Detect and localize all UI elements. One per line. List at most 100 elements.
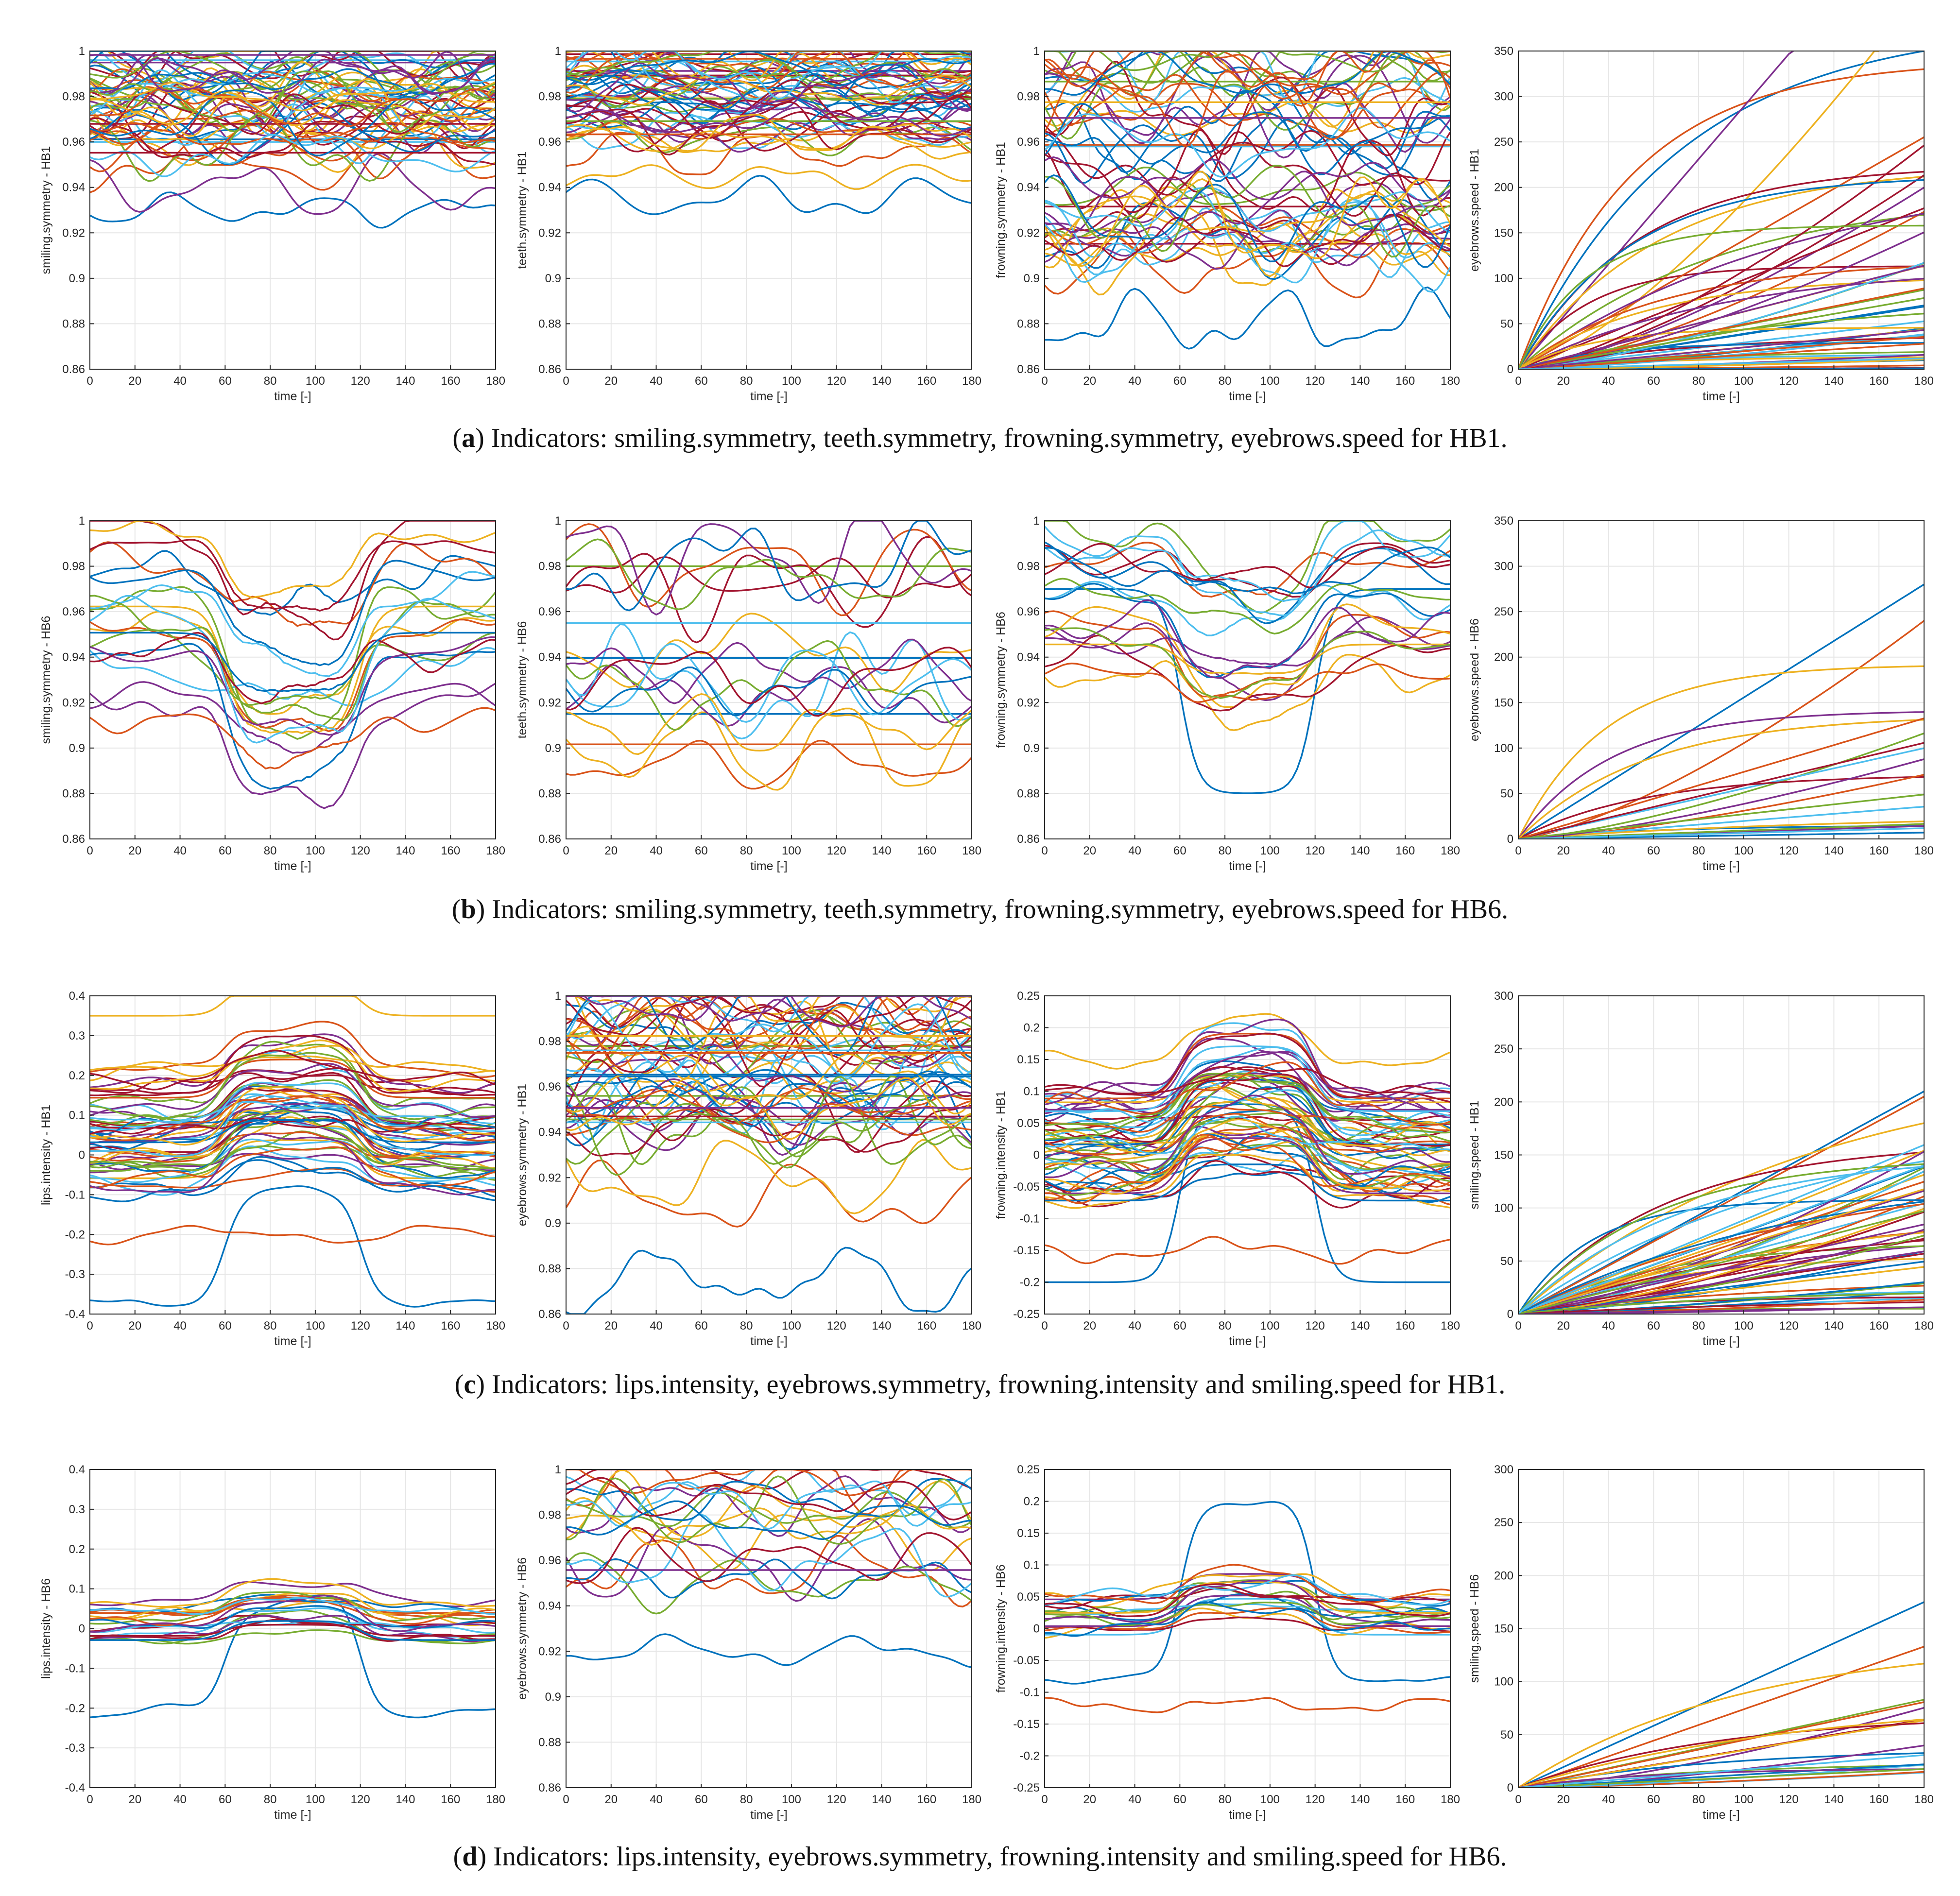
series-line: [90, 51, 496, 92]
x-tick-label: 0: [563, 1793, 569, 1806]
series-line: [1518, 342, 1924, 369]
series-line: [566, 174, 972, 215]
x-tick-label: 0: [1041, 1319, 1048, 1332]
series-line: [1518, 1180, 1924, 1314]
y-tick-label: 0.96: [538, 1554, 561, 1567]
series-line: [1045, 156, 1450, 202]
x-tick-label: 20: [128, 1319, 141, 1332]
x-tick-label: 100: [1734, 1793, 1754, 1806]
series-line: [90, 68, 496, 102]
x-tick-label: 140: [1350, 844, 1370, 857]
series-line: [1045, 1564, 1450, 1604]
series-line: [1518, 357, 1924, 369]
y-tick-label: 300: [1494, 90, 1513, 103]
y-tick-label: -0.25: [1013, 1308, 1040, 1321]
series-line: [566, 647, 972, 717]
y-tick-label: 150: [1494, 226, 1513, 239]
x-tick-label: 40: [173, 375, 187, 388]
y-axis-label: smiling.speed - HB1: [1468, 1101, 1481, 1210]
x-tick-label: 160: [1395, 844, 1415, 857]
x-tick-label: 80: [1692, 844, 1705, 857]
series-line: [566, 1469, 972, 1518]
x-tick-label: 40: [173, 844, 187, 857]
series-line: [1518, 1292, 1924, 1314]
series-line: [1045, 1073, 1450, 1147]
x-tick-label: 100: [306, 1793, 325, 1806]
series-line: [566, 1069, 972, 1113]
series-group: [566, 521, 972, 791]
series-line: [1045, 193, 1450, 251]
series-line: [1045, 1103, 1450, 1283]
series-group: [1518, 51, 1924, 369]
x-tick-label: 60: [1647, 375, 1660, 388]
chart-a3: 0 20 40 60 80 100 120 140 160 180 0.86 0.88 0.9 0.92 0…: [994, 45, 1460, 403]
series-line: [1518, 1151, 1924, 1314]
series-line: [1518, 758, 1924, 839]
series-line: [90, 586, 496, 740]
x-tick-label: 20: [1083, 1319, 1096, 1332]
x-tick-label: 180: [1914, 844, 1934, 857]
series-line: [566, 996, 972, 1022]
series-line: [1518, 776, 1924, 839]
y-tick-label: 50: [1500, 1255, 1513, 1268]
axes-box: [1044, 520, 1451, 839]
y-tick-label: 0.86: [538, 1308, 561, 1321]
series-line: [1045, 71, 1450, 129]
series-line: [566, 693, 972, 755]
series-line: [90, 1081, 496, 1132]
y-tick-label: 0.98: [538, 1035, 561, 1048]
series-line: [90, 89, 496, 156]
x-tick-label: 60: [695, 844, 708, 857]
x-tick-label: 0: [1515, 1793, 1521, 1806]
series-line: [1518, 144, 1924, 369]
x-tick-label: 160: [441, 1793, 460, 1806]
y-tick-label: 0.86: [62, 363, 85, 376]
x-tick-label: 120: [1306, 1793, 1325, 1806]
axes-box: [566, 1469, 972, 1788]
series-line: [1518, 742, 1924, 839]
x-tick-label: 180: [486, 1319, 505, 1332]
y-tick-label: 0: [1507, 363, 1513, 376]
series-line: [1045, 1106, 1450, 1133]
series-line: [566, 1477, 972, 1520]
series-line: [566, 1006, 972, 1058]
series-line: [90, 1086, 496, 1146]
x-tick-label: 160: [1869, 1319, 1889, 1332]
series-line: [1045, 631, 1450, 667]
y-tick-label: 250: [1494, 605, 1513, 618]
series-line: [1045, 1061, 1450, 1126]
series-line: [1518, 68, 1924, 369]
series-line: [90, 83, 496, 120]
series-line: [90, 550, 496, 616]
x-tick-label: 180: [1914, 375, 1934, 388]
x-tick-label: 100: [1260, 1793, 1280, 1806]
chart-b4: 0 20 40 60 80 100 120 140 160 180 0 50 100 150 200 250 3…: [1468, 514, 1934, 873]
series-line: [90, 56, 496, 94]
series-line: [90, 1110, 496, 1171]
series-line: [1045, 1066, 1450, 1125]
series-line: [1518, 732, 1924, 839]
series-group: [90, 51, 496, 229]
series-line: [90, 521, 496, 599]
series-line: [1045, 116, 1450, 184]
x-tick-label: 80: [1219, 1319, 1232, 1332]
x-tick-label: 40: [1128, 844, 1141, 857]
series-line: [1045, 654, 1450, 731]
series-line: [90, 1168, 496, 1193]
x-tick-label: 60: [1173, 1319, 1186, 1332]
y-tick-label: -0.4: [65, 1308, 85, 1321]
series-line: [566, 1077, 972, 1140]
y-tick-label: 0.94: [538, 651, 561, 664]
y-tick-label: 0: [79, 1623, 85, 1636]
y-tick-label: 0.2: [1024, 1022, 1040, 1035]
x-tick-label: 20: [604, 1319, 618, 1332]
x-tick-label: 40: [650, 1319, 663, 1332]
y-tick-label: 1: [555, 990, 561, 1003]
x-tick-label: 160: [441, 844, 460, 857]
y-tick-label: 0.98: [538, 560, 561, 573]
x-tick-label: 40: [1128, 1319, 1141, 1332]
series-group: [1518, 1601, 1924, 1788]
series-line: [1518, 214, 1924, 369]
x-tick-label: 20: [1557, 1319, 1570, 1332]
series-line: [1045, 174, 1450, 268]
